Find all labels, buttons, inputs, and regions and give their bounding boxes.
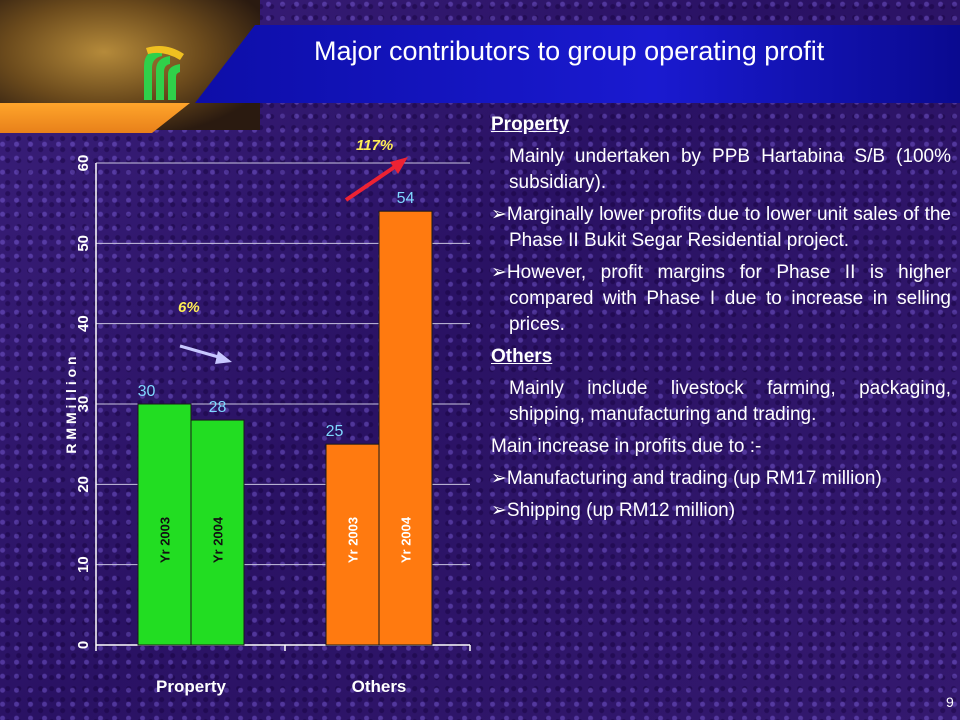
- others-heading: Others: [491, 346, 553, 367]
- property-bullet-2: ➢However, profit margins for Phase II is…: [491, 262, 951, 335]
- bar-value-label: 54: [397, 190, 415, 207]
- bar-property-yr-2004: [190, 419, 245, 646]
- x-category-label: Property: [156, 677, 226, 696]
- arrow-bullet-icon: ➢: [491, 262, 507, 283]
- y-tick-label: 10: [75, 556, 92, 573]
- company-logo: [144, 46, 184, 100]
- page-number: 9: [946, 694, 954, 710]
- y-axis-label: R M M i l l i o n: [63, 356, 79, 453]
- bar-series-label: Yr 2003: [158, 517, 173, 563]
- title-bar: [195, 25, 960, 103]
- arrow-bullet-icon: ➢: [491, 468, 507, 489]
- arrow-bullet-icon: ➢: [491, 204, 507, 225]
- annotation-text: 6%: [178, 299, 200, 316]
- bar-value-label: 30: [138, 383, 156, 400]
- property-heading: Property: [491, 114, 570, 135]
- accent-stripe: [0, 103, 190, 133]
- y-tick-label: 60: [75, 155, 92, 172]
- y-tick-label: 0: [75, 641, 92, 649]
- others-main: Main increase in profits due to :-: [491, 436, 762, 457]
- up-arrow-head: [390, 157, 408, 174]
- bar-series-label: Yr 2004: [399, 516, 414, 563]
- arrow-bullet-icon: ➢: [491, 500, 507, 521]
- commentary: Property Mainly undertaken by PPB Hartab…: [491, 112, 951, 530]
- bar-series-label: Yr 2003: [346, 517, 361, 563]
- down-arrow-icon: [179, 344, 223, 360]
- others-intro: Mainly include livestock farming, packag…: [509, 378, 951, 425]
- down-arrow-head: [215, 351, 232, 364]
- property-intro: Mainly undertaken by PPB Hartabina S/B (…: [509, 146, 951, 193]
- y-tick-label: 30: [75, 396, 92, 413]
- y-tick-label: 40: [75, 315, 92, 332]
- bar-value-label: 25: [326, 423, 344, 440]
- up-arrow-icon: [344, 164, 398, 202]
- y-tick-label: 20: [75, 476, 92, 493]
- bar-series-label: Yr 2004: [211, 516, 226, 563]
- others-bullet-2: ➢Shipping (up RM12 million): [491, 500, 736, 521]
- x-category-label: Others: [352, 677, 407, 696]
- y-tick-label: 50: [75, 235, 92, 252]
- property-bullet-1: ➢Marginally lower profits due to lower u…: [491, 204, 951, 251]
- slide-title: Major contributors to group operating pr…: [314, 36, 825, 66]
- bar-others-yr-2003: [325, 443, 380, 646]
- others-bullet-1: ➢Manufacturing and trading (up RM17 mill…: [491, 468, 882, 489]
- annotation-text: 117%: [356, 137, 393, 154]
- bar-others-yr-2004: [378, 210, 433, 646]
- bar-value-label: 28: [209, 399, 227, 416]
